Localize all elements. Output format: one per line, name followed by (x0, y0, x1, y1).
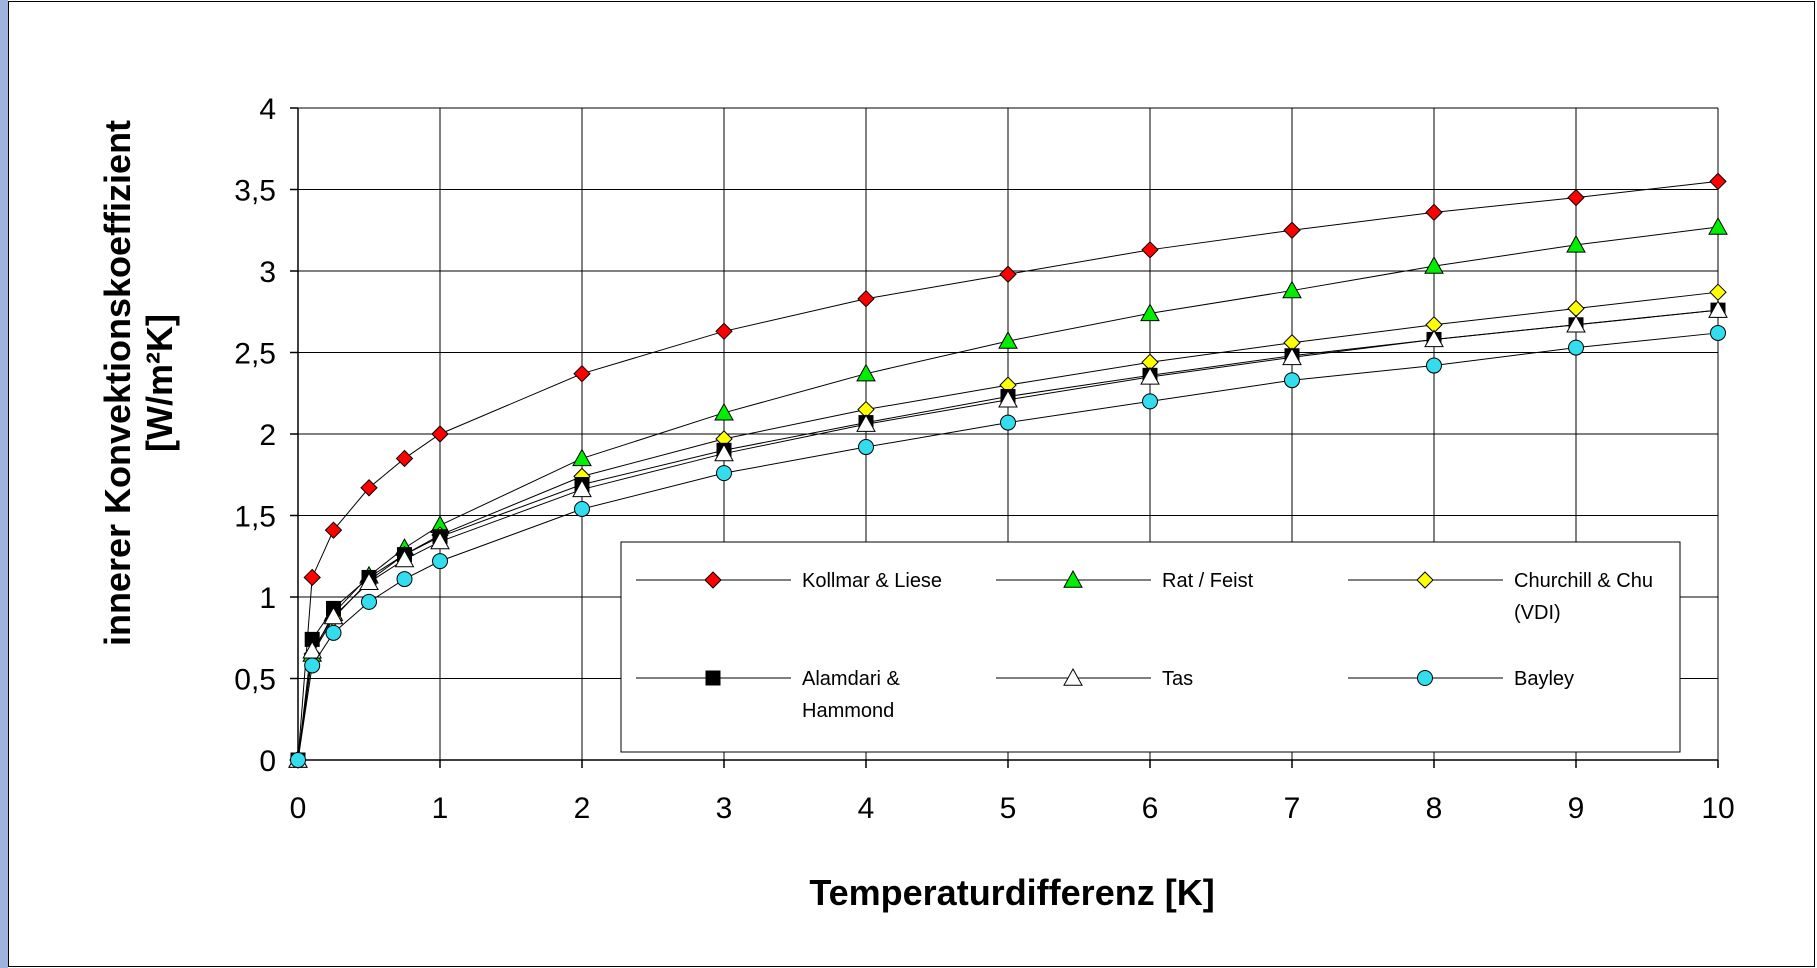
x-tick-label: 10 (1701, 792, 1734, 825)
data-point (431, 425, 449, 443)
data-point (1567, 299, 1585, 318)
x-tick-label: 9 (1568, 792, 1585, 825)
legend-label: Kollmar & Liese (802, 570, 942, 592)
legend-marker (705, 670, 721, 686)
data-point (1424, 256, 1444, 274)
series-lines (288, 172, 1728, 769)
data-point (1141, 241, 1159, 259)
data-point (572, 479, 592, 498)
data-point (856, 363, 876, 382)
legend-box (620, 541, 1681, 753)
data-point (395, 449, 414, 468)
data-point (1708, 216, 1728, 235)
data-point (857, 290, 875, 308)
data-point (1708, 300, 1728, 318)
legend-label: Hammond (802, 700, 894, 722)
y-axis-title-line1: innerer Konvektionskoeffizient (97, 120, 138, 646)
y-tick-label: 1,5 (234, 501, 276, 534)
data-point (303, 568, 321, 587)
y-axis-title-line2: [W/m²K] (139, 314, 180, 452)
y-tick-label: 2 (259, 419, 276, 452)
y-tick-label: 4 (259, 93, 276, 126)
data-point (1284, 372, 1300, 389)
data-point (1710, 324, 1726, 341)
data-point (361, 593, 377, 610)
data-point (574, 500, 590, 517)
data-point (1426, 357, 1442, 374)
data-point (573, 364, 591, 383)
data-point (304, 657, 321, 674)
x-tick-label: 7 (1284, 792, 1301, 825)
data-point (1566, 314, 1586, 333)
legend: Kollmar & Liese Rat / Feist Churchill & Ch… (620, 541, 1681, 753)
y-tick-label: 3,5 (234, 175, 276, 208)
x-tick-label: 6 (1142, 792, 1159, 825)
data-point (716, 465, 732, 482)
data-point (858, 439, 874, 456)
x-tick-label: 3 (716, 792, 733, 825)
data-point (1568, 339, 1584, 356)
data-point (1140, 303, 1160, 322)
data-point (1283, 221, 1301, 239)
axes: 0 1 2 3 4 5 6 7 8 9 10 0 0,5 1 1,5 2 2,5 3 3,5 4 (234, 93, 1734, 825)
x-tick-label: 0 (290, 792, 307, 825)
data-point (1424, 329, 1444, 348)
legend-label: Tas (1162, 668, 1193, 690)
y-tick-label: 1 (259, 582, 276, 615)
data-point (360, 479, 378, 497)
legend-marker (704, 571, 722, 589)
x-tick-label: 4 (858, 792, 875, 825)
data-point (1282, 347, 1302, 366)
legend-label: Bayley (1514, 668, 1574, 690)
data-point (359, 572, 379, 591)
x-tick-label: 1 (432, 792, 449, 825)
x-tick-label: 8 (1426, 792, 1443, 825)
data-point (998, 389, 1018, 408)
data-point (396, 571, 413, 588)
legend-marker (1063, 667, 1083, 686)
data-point (999, 265, 1017, 283)
data-point (290, 752, 306, 768)
legend-marker (1417, 670, 1433, 686)
legend-label: Alamdari & (802, 668, 900, 690)
data-point (715, 322, 733, 341)
y-tick-label: 0,5 (234, 664, 276, 697)
legend-marker (1063, 569, 1083, 588)
legend-marker (1416, 571, 1434, 589)
data-point (1709, 283, 1727, 301)
data-point (430, 531, 450, 550)
x-axis-title: Temperaturdifferenz [K] (809, 872, 1214, 913)
y-tick-label: 0 (259, 745, 276, 778)
data-point (1142, 393, 1158, 410)
data-point (1140, 366, 1160, 385)
x-tick-label: 5 (1000, 792, 1017, 825)
legend-label: (VDI) (1514, 602, 1561, 624)
y-tick-label: 2,5 (234, 338, 276, 371)
data-point (714, 443, 734, 462)
data-point (432, 553, 448, 570)
left-border-strip (0, 0, 8, 968)
legend-label: Rat / Feist (1162, 570, 1254, 592)
data-point (1425, 203, 1443, 222)
data-point (1566, 234, 1586, 253)
legend-label: Churchill & Chu (1514, 570, 1653, 592)
data-point (1567, 188, 1585, 207)
data-point (323, 606, 344, 625)
chart-border (8, 1, 1815, 967)
y-tick-label: 3 (259, 256, 276, 289)
data-point (324, 521, 343, 539)
data-point (1282, 280, 1302, 299)
data-point (325, 624, 342, 641)
data-point (572, 448, 592, 467)
data-point (998, 331, 1018, 349)
data-point (856, 414, 876, 432)
data-point (714, 402, 734, 421)
x-tick-label: 2 (574, 792, 591, 825)
data-point (1709, 172, 1727, 191)
data-point (394, 549, 415, 568)
data-point (1000, 414, 1016, 431)
